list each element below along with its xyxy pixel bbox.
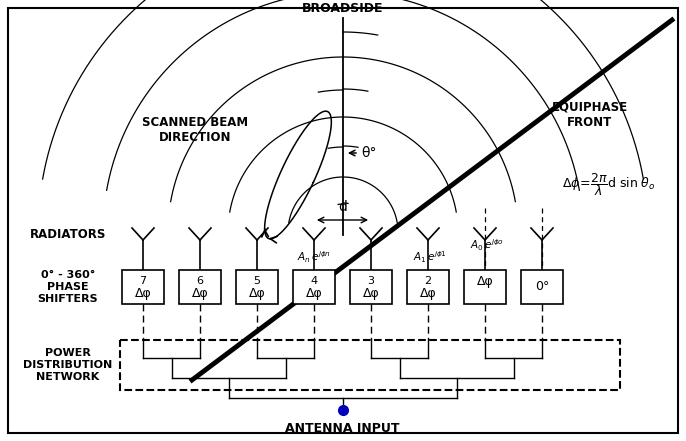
Bar [236, 270, 278, 304]
Text: Δφ: Δφ [248, 287, 265, 300]
Bar [350, 270, 392, 304]
Bar [122, 270, 164, 304]
Bar [120, 340, 620, 390]
Text: Δφ: Δφ [191, 287, 209, 300]
Bar [464, 270, 506, 304]
Text: 3: 3 [368, 276, 375, 286]
Bar [293, 270, 335, 304]
Bar [521, 270, 563, 304]
Text: BROADSIDE: BROADSIDE [303, 2, 383, 15]
Text: SCANNED BEAM
DIRECTION: SCANNED BEAM DIRECTION [142, 116, 248, 144]
Text: $A_n\,e^{j\phi n}$: $A_n\,e^{j\phi n}$ [297, 250, 331, 265]
Text: Δφ: Δφ [477, 275, 493, 288]
Text: 7: 7 [139, 276, 147, 286]
Bar [407, 270, 449, 304]
Text: Δφ: Δφ [306, 287, 322, 300]
Text: 6: 6 [196, 276, 204, 286]
Text: 0°: 0° [535, 280, 549, 294]
Text: EQUIPHASE
FRONT: EQUIPHASE FRONT [552, 101, 628, 129]
Text: 0° - 360°
PHASE
SHIFTERS: 0° - 360° PHASE SHIFTERS [38, 270, 98, 303]
Bar [179, 270, 221, 304]
Text: ANTENNA INPUT: ANTENNA INPUT [285, 422, 400, 435]
Text: 5: 5 [254, 276, 261, 286]
Text: d: d [338, 200, 347, 214]
Text: RADIATORS: RADIATORS [29, 228, 106, 240]
Text: Δφ: Δφ [363, 287, 379, 300]
Text: 2: 2 [425, 276, 431, 286]
Text: 4: 4 [311, 276, 318, 286]
Text: Δφ: Δφ [134, 287, 152, 300]
Text: $\Delta\phi\!=\!\dfrac{2\pi}{\lambda}$d sin $\theta_o$: $\Delta\phi\!=\!\dfrac{2\pi}{\lambda}$d … [562, 172, 656, 198]
Text: POWER
DISTRIBUTION
NETWORK: POWER DISTRIBUTION NETWORK [23, 348, 113, 381]
Text: θ°: θ° [361, 146, 377, 160]
Text: $A_0\,e^{j\phi o}$: $A_0\,e^{j\phi o}$ [470, 237, 504, 253]
Text: $A_1\,e^{j\phi 1}$: $A_1\,e^{j\phi 1}$ [413, 250, 447, 265]
Text: Δφ: Δφ [420, 287, 436, 300]
